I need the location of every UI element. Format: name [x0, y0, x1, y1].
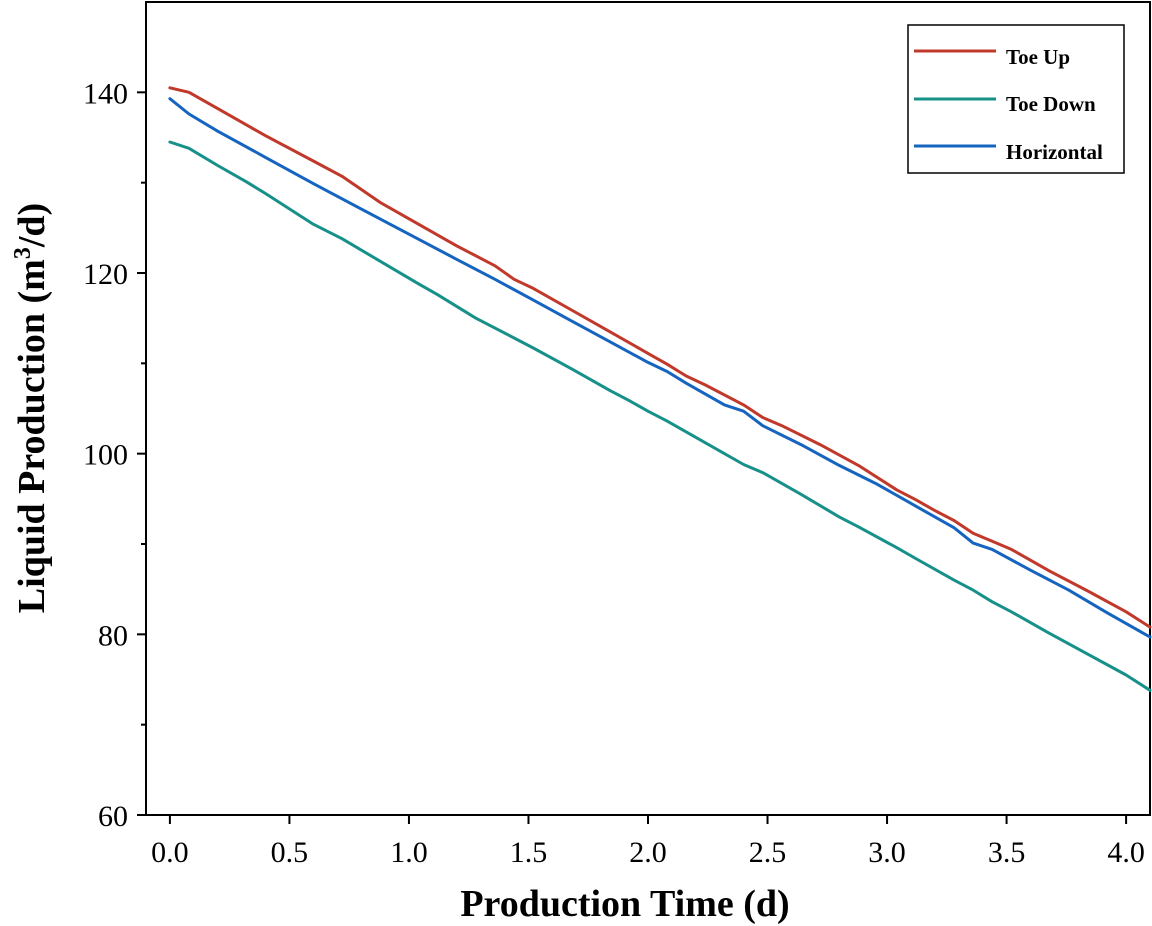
x-tick-label: 3.0 [868, 836, 906, 869]
y-tick-label: 60 [98, 800, 128, 833]
x-tick-label: 2.0 [629, 836, 667, 869]
axis-ticks: 0.0 0.5 1.0 1.5 2.0 2.5 3.0 3.5 4.0 60 80 100 120 140 [83, 77, 1145, 869]
y-axis-title-tail: /d) [11, 203, 53, 248]
x-tick-label: 1.0 [390, 836, 428, 869]
y-axis-title-main: Liquid Production (m [11, 259, 53, 613]
y-axis-title: Liquid Production (m3/d) [10, 203, 53, 613]
series-line-horizontal [168, 97, 1152, 639]
legend: Toe Up Toe Down Horizontal [907, 24, 1125, 174]
x-tick-label: 1.5 [510, 836, 548, 869]
x-tick-label: 2.5 [749, 836, 787, 869]
series-line-toe-down [168, 140, 1152, 692]
x-tick-label: 0.0 [151, 836, 189, 869]
y-tick-label: 80 [98, 619, 128, 652]
y-axis-title-superscript: 3 [10, 247, 36, 259]
x-tick-label: 4.0 [1107, 836, 1145, 869]
x-tick-label: 3.5 [988, 836, 1026, 869]
y-tick-label: 140 [83, 77, 128, 110]
series-layer [168, 86, 1152, 692]
series-line-toe-up [168, 86, 1152, 629]
x-axis-title: Production Time (d) [460, 883, 789, 925]
legend-label-toe-up: Toe Up [1006, 45, 1070, 69]
legend-label-toe-down: Toe Down [1006, 92, 1096, 116]
y-tick-label: 100 [83, 439, 128, 472]
y-tick-label: 120 [83, 258, 128, 291]
x-tick-label: 0.5 [271, 836, 309, 869]
legend-label-horizontal: Horizontal [1006, 140, 1103, 164]
